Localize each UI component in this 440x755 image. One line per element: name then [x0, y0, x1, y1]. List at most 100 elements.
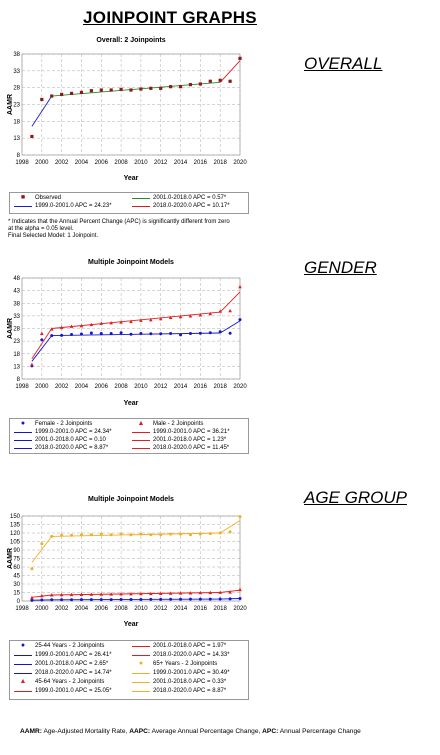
- y-tick-label: 28: [13, 327, 20, 333]
- data-point: [99, 592, 104, 596]
- legend-line-swatch: [14, 205, 32, 207]
- x-tick-label: 2010: [134, 160, 148, 166]
- legend-item: ▲ 45-64 Years - 2 Joinpoints: [14, 678, 105, 685]
- data-point: [188, 597, 192, 601]
- data-point: [238, 318, 242, 322]
- trend-line: [219, 291, 241, 313]
- data-point: [119, 532, 123, 536]
- data-point: [40, 542, 44, 546]
- legend-item: 2001.0-2018.0 APC = 0.33*: [132, 679, 226, 685]
- legend-item: 1999.0-2001.0 APC = 30.49*: [132, 670, 230, 676]
- data-point: [218, 330, 222, 334]
- data-point: [139, 591, 143, 596]
- legend-item: 2018.0-2020.0 APC = 14.33*: [132, 652, 230, 658]
- legend-label: 2001.0-2018.0 APC = 1.23*: [153, 437, 227, 443]
- legend-label: 25-44 Years - 2 Joinpoints: [35, 643, 105, 649]
- data-point: [129, 88, 133, 92]
- y-tick-label: 33: [13, 69, 20, 75]
- data-point: [238, 284, 242, 289]
- data-point: [208, 597, 212, 601]
- x-tick-label: 2012: [154, 384, 168, 390]
- data-point: [50, 534, 54, 538]
- x-tick-label: 2002: [55, 606, 69, 612]
- legend-item: ● 25-44 Years - 2 Joinpoints: [14, 642, 105, 649]
- legend-label: 1999.0-2001.0 APC = 25.05*: [35, 688, 112, 694]
- data-point: [40, 331, 44, 335]
- x-tick-label: 2018: [214, 160, 228, 166]
- data-point: [218, 531, 222, 535]
- data-point: [50, 94, 54, 98]
- data-point: [49, 327, 54, 331]
- data-point: [109, 533, 113, 537]
- trend-line: [219, 60, 241, 83]
- data-point: [188, 314, 193, 318]
- x-tick-label: 2012: [154, 160, 168, 166]
- legend-line-swatch: [132, 645, 150, 647]
- trend-line: [51, 592, 221, 596]
- x-tick-label: 2004: [75, 160, 89, 166]
- data-point: [179, 597, 183, 601]
- legend-item: 1999.0-2001.0 APC = 24.23*: [14, 203, 112, 209]
- y-axis-label: AAMR: [7, 318, 14, 339]
- legend-label: 2018.0-2020.0 APC = 14.74*: [35, 670, 112, 676]
- x-tick-label: 1998: [15, 606, 29, 612]
- legend-item: 2001.0-2018.0 APC = 1.23*: [132, 437, 226, 443]
- x-tick-label: 2020: [233, 384, 247, 390]
- legend-item: 2018.0-2020.0 APC = 11.45*: [132, 445, 229, 451]
- legend-label: 2018.0-2020.0 APC = 10.17*: [153, 203, 230, 209]
- x-tick-label: 2000: [35, 384, 49, 390]
- data-point: [129, 332, 133, 336]
- data-point: [198, 590, 203, 595]
- data-point: [119, 598, 123, 602]
- data-point: [49, 593, 54, 597]
- data-point: [228, 530, 232, 534]
- data-point: [228, 597, 232, 601]
- legend-line-swatch: [132, 197, 150, 199]
- x-tick-label: 2014: [174, 160, 188, 166]
- y-tick-label: 90: [13, 548, 20, 554]
- x-tick-label: 2006: [95, 384, 109, 390]
- data-point: [159, 332, 163, 336]
- legend-label: 1999.0-2001.0 APC = 24.34*: [35, 429, 112, 435]
- legend-line-swatch: [14, 654, 32, 656]
- trend-line: [51, 598, 221, 601]
- legend-label: 2001.0-2018.0 APC = 0.33*: [153, 679, 227, 685]
- legend-label: 1999.0-2001.0 APC = 30.49*: [153, 670, 230, 676]
- data-point: [238, 587, 242, 592]
- data-point: [50, 334, 54, 338]
- y-tick-label: 23: [13, 103, 20, 109]
- legend-label: 2018.0-2020.0 APC = 8.87*: [153, 688, 227, 694]
- data-point: [60, 92, 64, 96]
- data-point: [159, 533, 163, 537]
- data-point: [179, 532, 183, 536]
- legend-item: 2001.0-2018.0 APC = 2.65*: [14, 661, 108, 667]
- legend-marker-swatch: ■: [20, 194, 26, 201]
- trend-line: [31, 95, 53, 127]
- legend-line-swatch: [132, 439, 150, 441]
- data-point: [99, 88, 103, 92]
- legend-label: 2018.0-2020.0 APC = 8.87*: [35, 445, 109, 451]
- y-tick-label: 8: [17, 377, 21, 383]
- data-point: [89, 331, 93, 335]
- data-point: [69, 324, 74, 328]
- legend-item: 2018.0-2020.0 APC = 14.74*: [14, 670, 112, 676]
- y-tick-label: 15: [13, 591, 20, 597]
- x-tick-label: 2004: [75, 606, 89, 612]
- y-tick-label: 33: [13, 314, 20, 320]
- data-point: [208, 79, 212, 83]
- data-point: [79, 90, 84, 94]
- section-label-overall: OVERALL: [304, 54, 383, 73]
- data-point: [119, 87, 123, 91]
- x-tick-label: 2014: [174, 606, 188, 612]
- legend-item: 2001.0-2018.0 APC = 0.10: [14, 437, 106, 443]
- footer-abbr-aapc: AAPC:: [129, 728, 151, 735]
- y-tick-label: 18: [13, 119, 20, 125]
- data-point: [99, 332, 103, 336]
- y-tick-label: 13: [13, 136, 20, 142]
- legend-line-swatch: [14, 439, 32, 441]
- page-title: JOINPOINT GRAPHS: [83, 8, 257, 27]
- legend-line-swatch: [14, 431, 32, 433]
- legend-age: ● 25-44 Years - 2 Joinpoints 2001.0-2018.0…: [9, 640, 249, 700]
- data-point: [228, 590, 232, 594]
- data-point: [89, 322, 94, 327]
